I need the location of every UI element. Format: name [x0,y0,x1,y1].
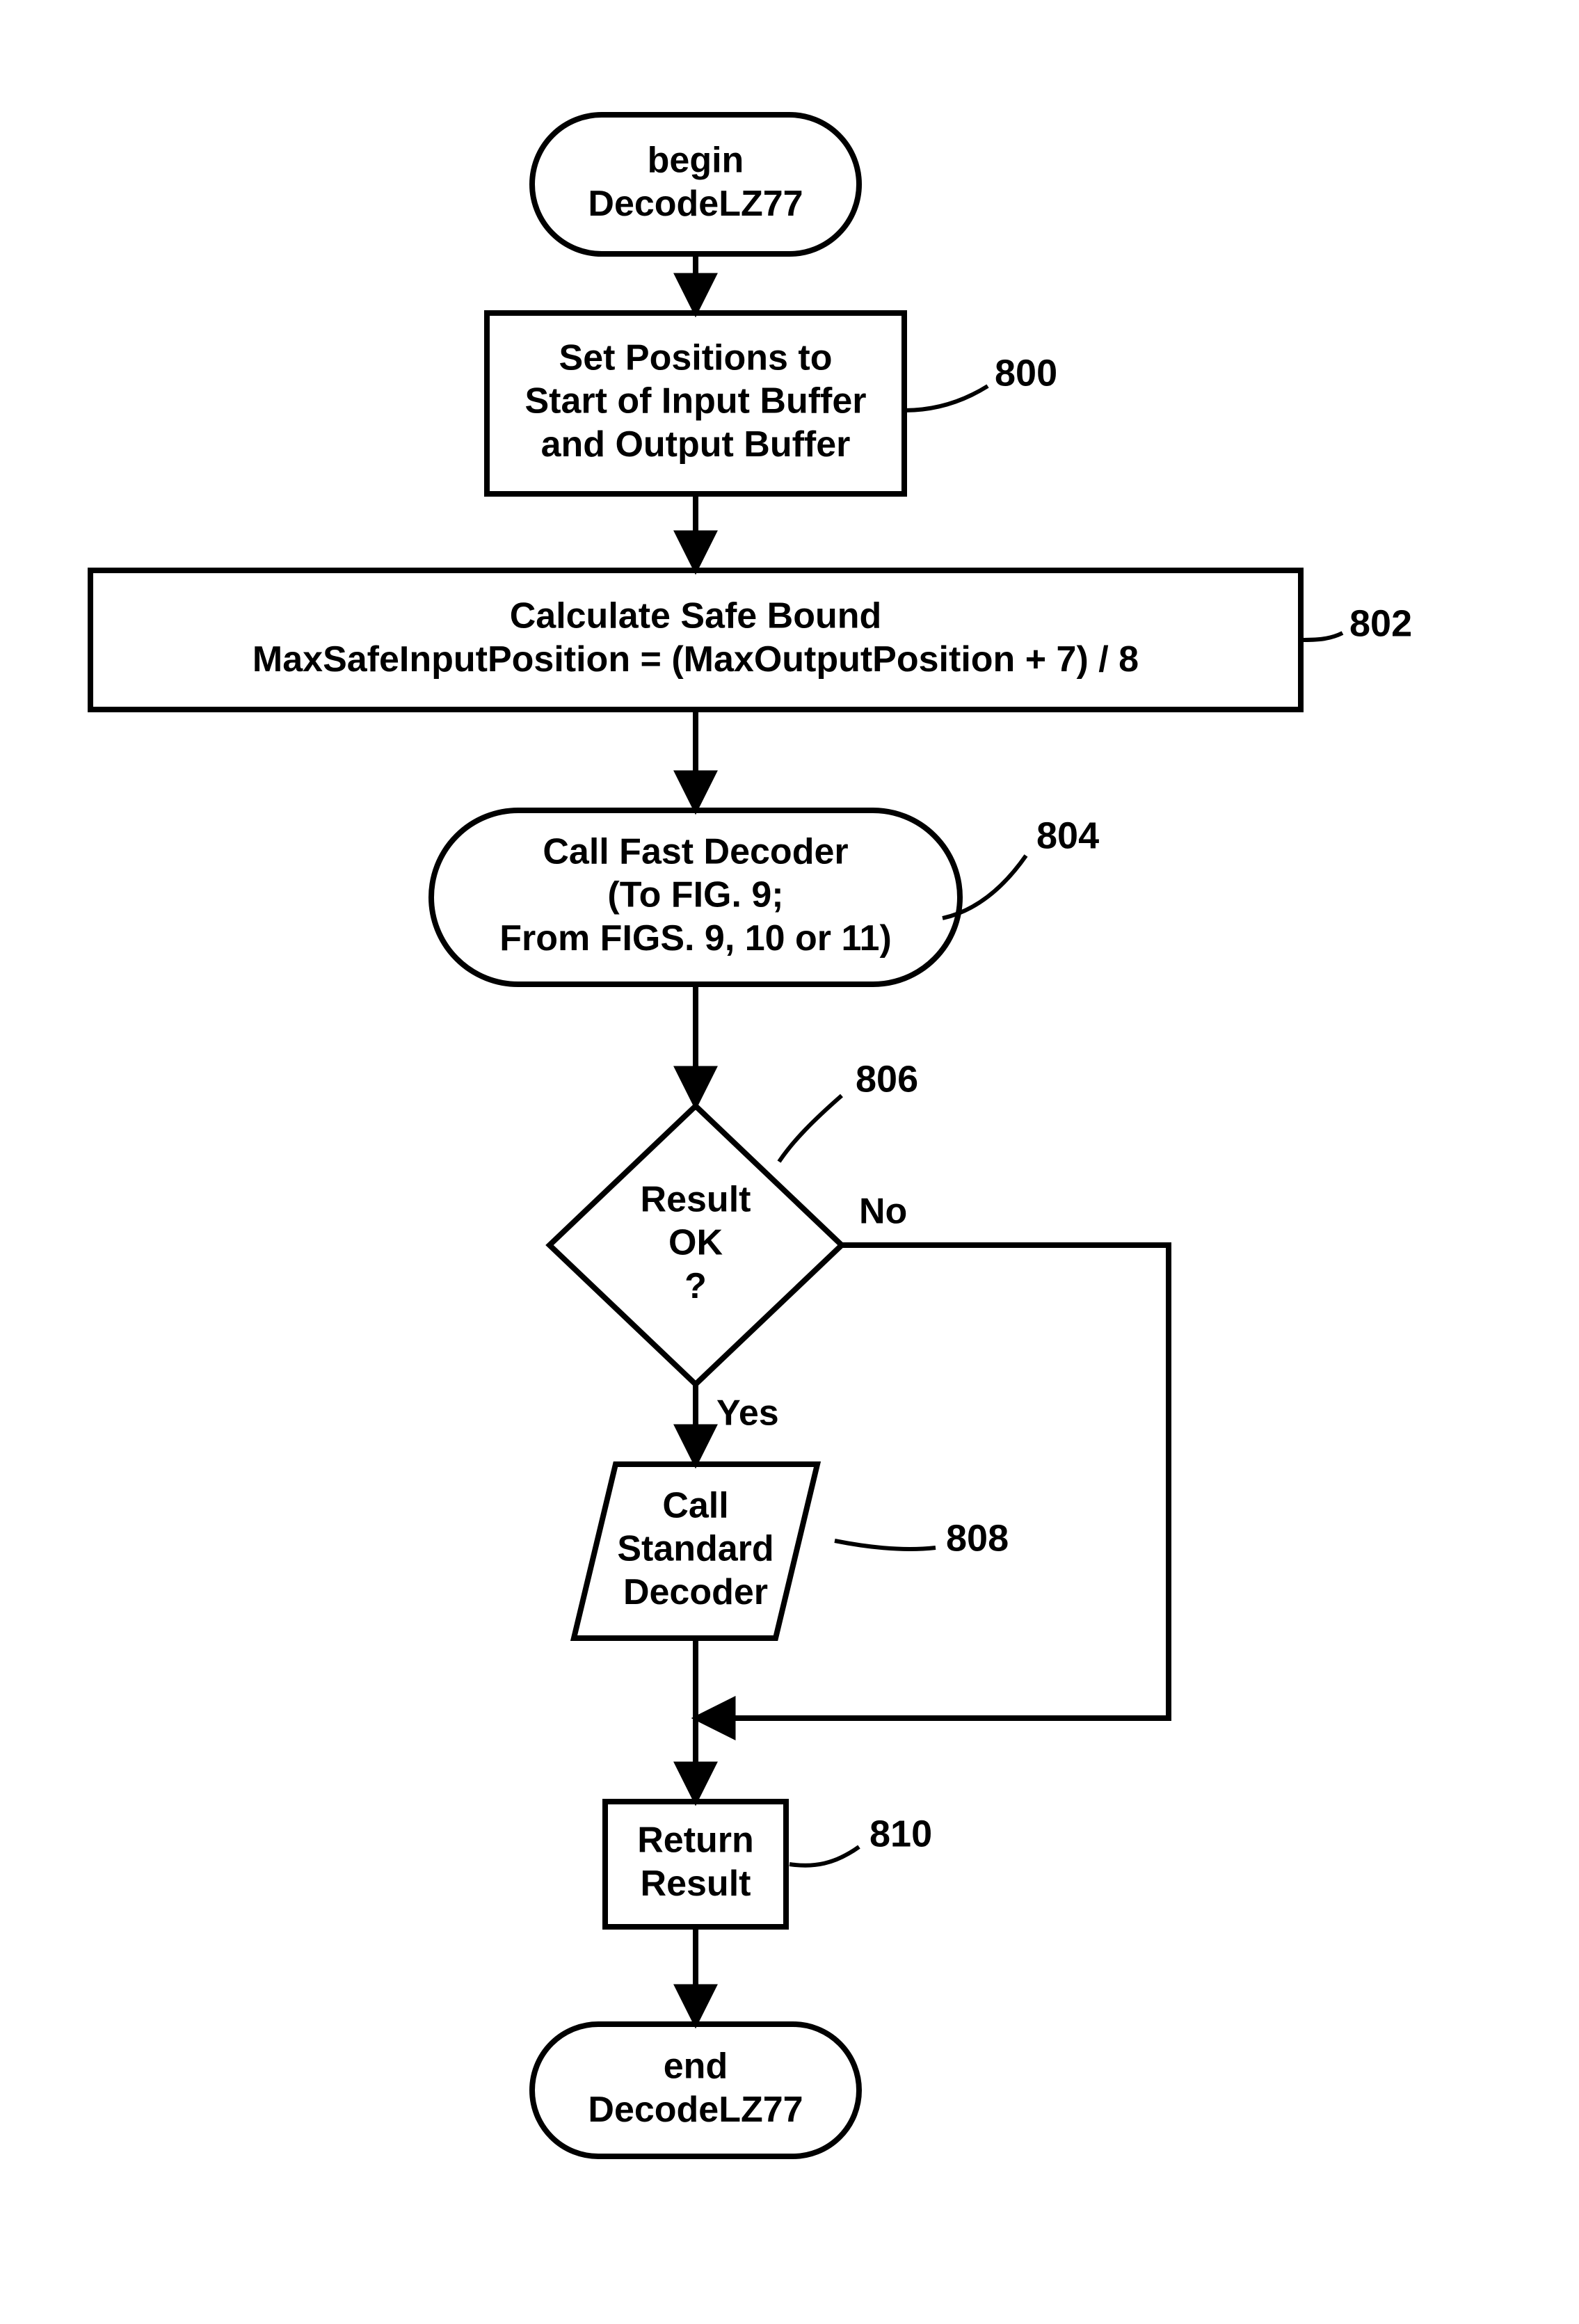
node-fast_decoder-text-line-1: (To FIG. 9; [607,875,783,915]
callout-leader-802 [1301,633,1342,640]
callout-ref-800: 800 [995,352,1057,394]
node-begin: beginDecodeLZ77 [532,115,859,254]
node-std_decoder: CallStandardDecoder [574,1464,817,1638]
node-fast_decoder-text-line-0: Call Fast Decoder [543,831,848,872]
node-return-text-line-1: Result [641,1864,751,1904]
node-set_pos-text-line-2: and Output Buffer [541,424,851,465]
node-decision-text-line-2: ? [684,1266,707,1306]
node-std_decoder-text-line-1: Standard [617,1529,774,1569]
callout-leader-810 [790,1847,859,1866]
node-calc_bound-text-line-1: MaxSafeInputPosition = (MaxOutputPositio… [253,639,1139,680]
node-set_pos: Set Positions toStart of Input Bufferand… [487,313,904,494]
node-fast_decoder-text-line-2: From FIGS. 9, 10 or 11) [499,918,892,959]
node-begin-text-line-0: begin [648,141,744,181]
callout-leader-808 [835,1541,936,1549]
node-decision: ResultOK? [550,1106,842,1384]
node-end-text-line-1: DecodeLZ77 [588,2090,803,2130]
callout-ref-810: 810 [869,1813,932,1854]
node-std_decoder-text-line-2: Decoder [623,1572,768,1612]
flowchart: beginDecodeLZ77Set Positions toStart of … [0,0,1579,2324]
node-end-text-line-0: end [664,2046,728,2087]
callout-ref-802: 802 [1349,602,1412,644]
callout-ref-806: 806 [856,1058,918,1100]
node-begin-text-line-1: DecodeLZ77 [588,184,803,224]
node-set_pos-text-line-1: Start of Input Buffer [524,381,866,422]
node-set_pos-text-line-0: Set Positions to [559,337,833,378]
node-calc_bound-text-line-0: Calculate Safe Bound [510,596,882,636]
node-std_decoder-text-line-0: Call [662,1485,728,1525]
node-return-text-line-0: Return [637,1820,754,1861]
node-end: endDecodeLZ77 [532,2024,859,2156]
node-fast_decoder: Call Fast Decoder(To FIG. 9;From FIGS. 9… [431,810,960,984]
node-calc_bound: Calculate Safe BoundMaxSafeInputPosition… [90,570,1301,710]
node-decision-text-line-1: OK [668,1223,723,1263]
callout-leader-806 [779,1096,842,1162]
node-return: ReturnResult [605,1802,786,1927]
callout-ref-804: 804 [1036,815,1099,856]
callout-leader-800 [904,386,988,410]
polyline-edge-label-0: No [859,1192,907,1232]
callout-ref-808: 808 [946,1517,1009,1559]
node-decision-text-line-0: Result [641,1179,751,1219]
edge-label-4: Yes [716,1393,779,1434]
